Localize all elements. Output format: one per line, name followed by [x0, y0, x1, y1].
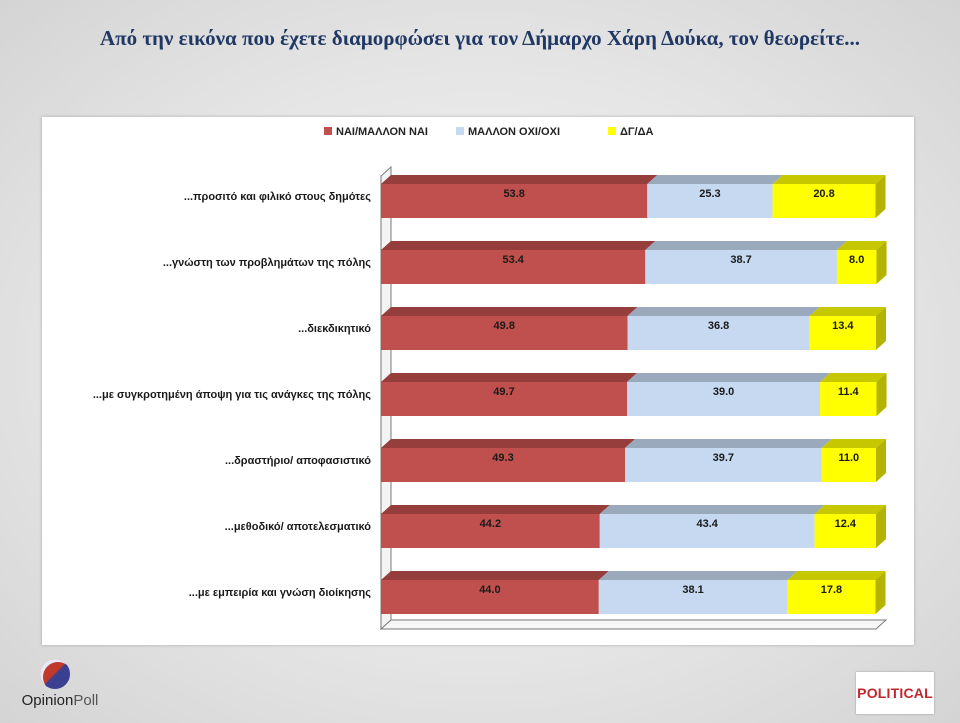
opinionpoll-logo-icon: [40, 659, 70, 689]
bar-segment: [814, 514, 876, 548]
bar-segment-side: [876, 439, 886, 482]
bar-segment: [836, 250, 877, 284]
bar-segment-top: [647, 175, 783, 184]
bar-segment-side: [875, 175, 886, 218]
data-label: 39.7: [713, 452, 734, 464]
bar-segment-top: [598, 571, 798, 580]
data-label: 49.8: [494, 320, 515, 332]
bar-segment: [381, 514, 600, 548]
bar-segment: [599, 514, 815, 548]
data-label: 13.4: [832, 320, 854, 332]
bar-segment-top: [381, 307, 638, 316]
bar-segment-top: [381, 241, 656, 250]
data-label: 38.7: [730, 254, 751, 266]
chart-floor: [379, 619, 888, 630]
category-label: ...διεκδικητικό: [298, 323, 371, 335]
bar-segment-top: [627, 307, 820, 316]
data-label: 8.0: [849, 254, 864, 266]
data-label: 38.1: [682, 584, 703, 596]
category-label: ...με εμπειρία και γνώση διοίκησης: [189, 587, 372, 599]
category-label: ...γνώστη των προβλημάτων της πόλης: [163, 257, 371, 269]
political-logo: POLITICAL: [856, 672, 934, 714]
legend-swatch: [456, 127, 464, 135]
bar-segment-side: [876, 307, 886, 350]
data-label: 44.0: [479, 584, 500, 596]
bar-segment: [809, 316, 876, 350]
data-label: 53.4: [502, 254, 524, 266]
opinionpoll-logo: OpinionPoll: [10, 654, 110, 714]
data-label: 53.8: [503, 188, 524, 200]
data-label: 49.3: [492, 452, 513, 464]
data-label: 11.0: [838, 452, 859, 464]
bar-segment-top: [381, 373, 638, 382]
data-label: 11.4: [838, 386, 860, 398]
bar-segment-top: [820, 373, 887, 382]
data-label: 36.8: [708, 320, 729, 332]
opinionpoll-logo-text: OpinionPoll: [10, 692, 110, 709]
page-title: Από την εικόνα που έχετε διαμορφώσει για…: [99, 26, 861, 50]
data-label: 20.8: [813, 188, 834, 200]
chart-panel: ΝΑΙ/ΜΑΛΛΟΝ ΝΑΙ ΜΑΛΛΟΝ ΟΧΙ/ΟΧΙ ΔΓ/ΔΑ 53.8 25…: [42, 117, 914, 645]
chart-bars: 53.8 25.3 20.8 53.4 38.7 8.0 49.8 36.8 13.4 49.7 3…: [381, 175, 887, 614]
bar-segment-side: [875, 571, 886, 614]
bar-segment: [772, 184, 876, 218]
category-label: ...προσιτό και φιλικό στους δημότες: [184, 191, 371, 203]
legend-label: ΝΑΙ/ΜΑΛΛΟΝ ΝΑΙ: [336, 126, 428, 138]
bar-segment: [647, 184, 773, 218]
bar-segment-top: [381, 439, 636, 448]
legend-label: ΜΑΛΛΟΝ ΟΧΙ/ΟΧΙ: [468, 126, 560, 138]
data-label: 44.2: [480, 518, 501, 530]
opinionpoll-logo-text-poll: Poll: [73, 692, 99, 709]
bar-segment-top: [627, 373, 831, 382]
category-label: ...με συγκροτημένη άποψη για τις ανάγκες…: [93, 389, 371, 401]
bar-segment-top: [836, 241, 887, 250]
bar-segment: [381, 448, 626, 482]
bar-segment-top: [772, 175, 886, 184]
data-label: 17.8: [821, 584, 842, 596]
legend-swatch: [324, 127, 332, 135]
bar-segment-side: [876, 505, 886, 548]
category-labels: ...προσιτό και φιλικό στους δημότες ...γν…: [93, 191, 371, 599]
bar-segment-side: [876, 373, 887, 416]
bar-segment-top: [787, 571, 886, 580]
data-label: 49.7: [493, 386, 514, 398]
bar-segment-top: [809, 307, 886, 316]
opinionpoll-logo-text-opinion: Opinion: [21, 692, 74, 709]
bar-segment: [381, 382, 628, 416]
data-label: 39.0: [713, 386, 734, 398]
legend-swatch: [608, 127, 616, 135]
data-label: 12.4: [835, 518, 857, 530]
bar-segment-top: [381, 175, 658, 184]
bar-segment-top: [814, 505, 886, 514]
bar-segment: [381, 316, 628, 350]
bar-segment: [627, 316, 810, 350]
bar-segment: [625, 448, 822, 482]
bar-segment: [787, 580, 876, 614]
bar-segment: [381, 580, 599, 614]
bar-segment-top: [381, 505, 610, 514]
bar-segment-top: [625, 439, 832, 448]
bar-segment-top: [381, 571, 609, 580]
bar-segment-top: [821, 439, 886, 448]
bar-segment-top: [599, 505, 825, 514]
category-label: ...δραστήριο/ αποφασιστικό: [225, 455, 371, 467]
chart-legend: ΝΑΙ/ΜΑΛΛΟΝ ΝΑΙ ΜΑΛΛΟΝ ΟΧΙ/ΟΧΙ ΔΓ/ΔΑ: [324, 126, 653, 138]
bar-segment: [820, 382, 877, 416]
bar-segment: [598, 580, 788, 614]
bar-segment: [381, 250, 646, 284]
category-label: ...μεθοδικό/ αποτελεσματικό: [225, 521, 372, 533]
bar-segment: [627, 382, 821, 416]
data-label: 25.3: [699, 188, 720, 200]
bar-segment: [821, 448, 876, 482]
bar-segment: [645, 250, 837, 284]
bar-segment-top: [645, 241, 847, 250]
bar-segment: [381, 184, 648, 218]
data-label: 43.4: [696, 518, 718, 530]
political-logo-text: POLITICAL: [857, 685, 933, 701]
stacked-bar-chart: ΝΑΙ/ΜΑΛΛΟΝ ΝΑΙ ΜΑΛΛΟΝ ΟΧΙ/ΟΧΙ ΔΓ/ΔΑ 53.8 25…: [93, 126, 888, 631]
legend-label: ΔΓ/ΔΑ: [620, 126, 653, 138]
bar-segment-side: [876, 241, 887, 284]
